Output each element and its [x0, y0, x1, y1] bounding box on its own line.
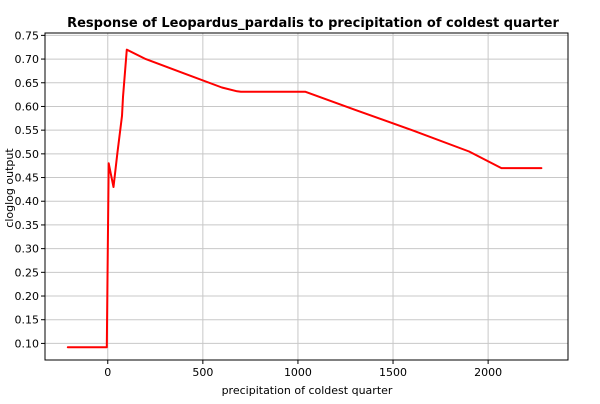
- y-axis-ticks: 0.10 0.15 0.20 0.25 0.30 0.35 0.40 0.45 0.50 0.55…: [15, 29, 45, 350]
- plot-frame: [44, 32, 569, 361]
- y-tick-label: 0.65: [15, 77, 40, 90]
- y-tick-label: 0.10: [15, 337, 40, 350]
- x-axis-label: precipitation of coldest quarter: [222, 384, 393, 397]
- y-tick-label: 0.30: [15, 243, 40, 256]
- x-tick-label: 0: [104, 366, 111, 379]
- y-tick-label: 0.50: [15, 148, 40, 161]
- y-tick-label: 0.25: [15, 266, 40, 279]
- response-curve-line: [66, 48, 543, 349]
- x-axis-ticks: 0 500 1000 1500 2000: [104, 360, 502, 379]
- x-tick-label: 2000: [474, 366, 502, 379]
- grid: [45, 33, 568, 360]
- y-tick-label: 0.70: [15, 53, 40, 66]
- y-tick-label: 0.60: [15, 100, 40, 113]
- y-tick-label: 0.35: [15, 219, 40, 232]
- y-tick-label: 0.75: [15, 29, 40, 42]
- y-tick-label: 0.45: [15, 172, 40, 185]
- series-layer: [66, 48, 543, 349]
- y-tick-label: 0.15: [15, 314, 40, 327]
- x-tick-label: 1500: [379, 366, 407, 379]
- y-axis-label: cloglog output: [3, 148, 16, 228]
- y-tick-label: 0.20: [15, 290, 40, 303]
- x-tick-label: 1000: [284, 366, 312, 379]
- chart-title: Response of Leopardus_pardalis to precip…: [67, 16, 559, 31]
- x-tick-label: 500: [192, 366, 213, 379]
- y-tick-label: 0.55: [15, 124, 40, 137]
- y-tick-label: 0.40: [15, 195, 40, 208]
